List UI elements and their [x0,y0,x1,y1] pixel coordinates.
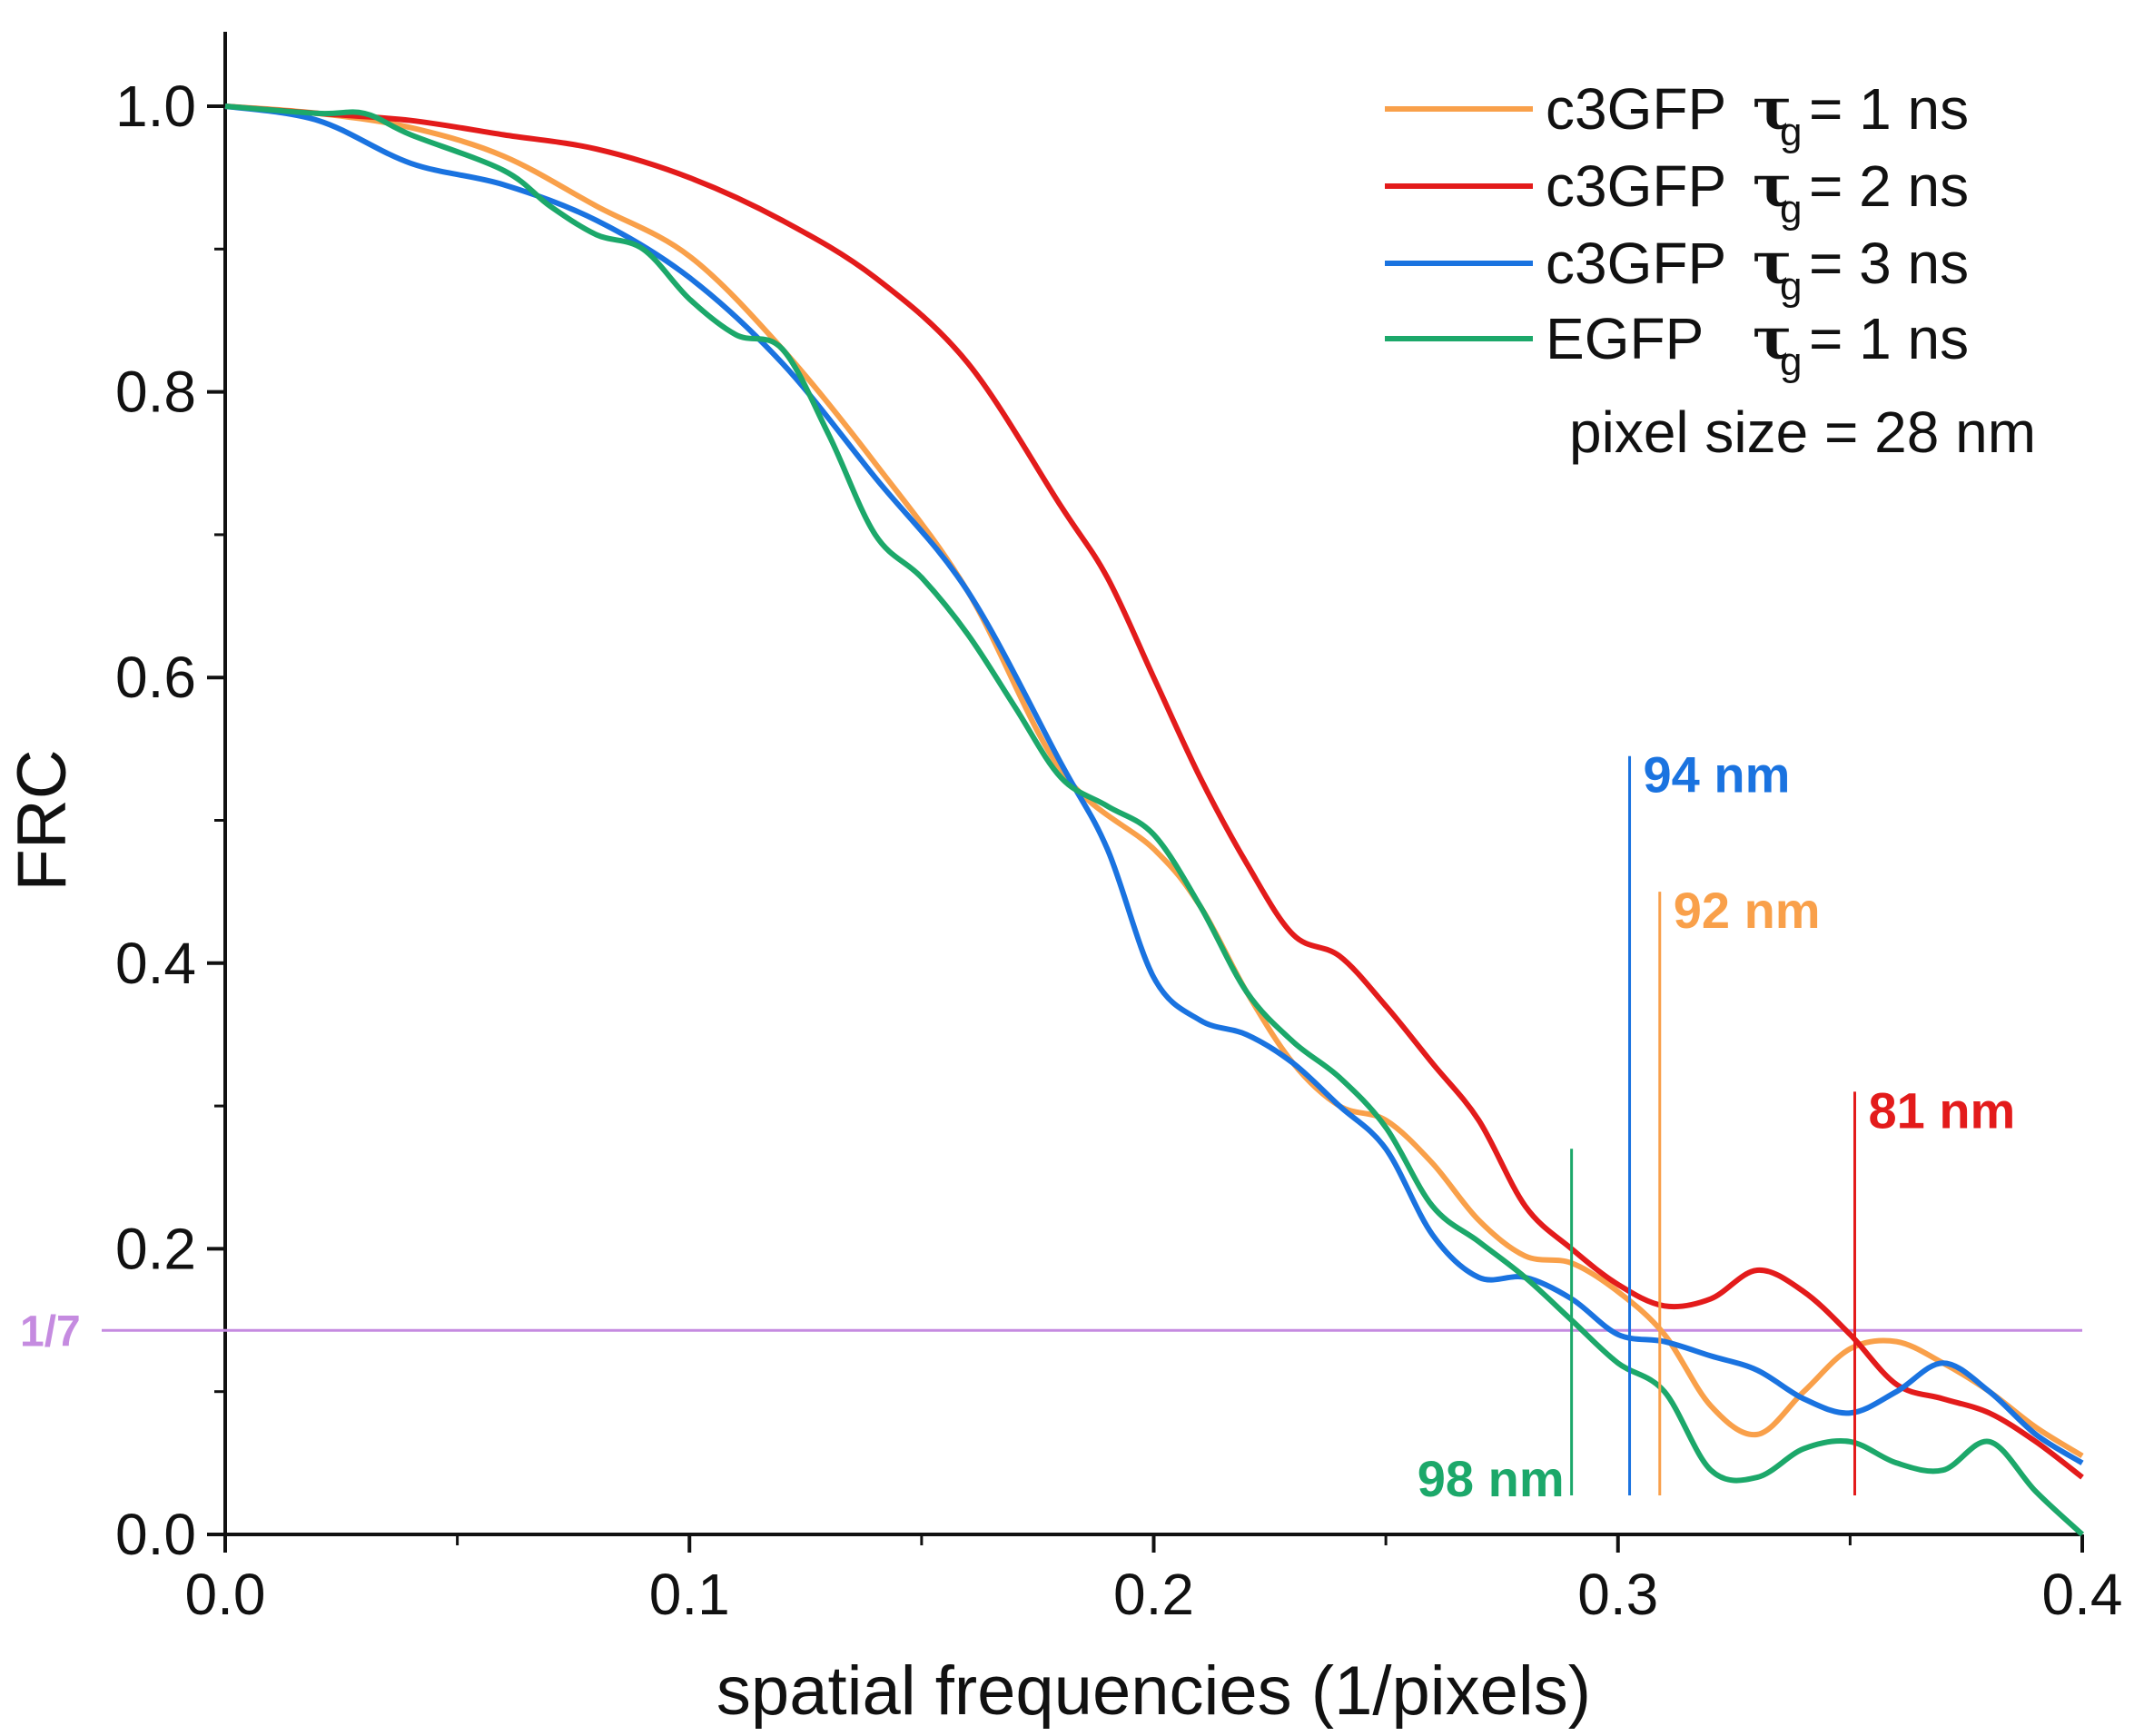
resolution-label: 94 nm [1644,746,1791,804]
y-tick-label: 0.0 [115,1502,196,1567]
y-tick-label: 0.4 [115,931,196,996]
legend-series-name: c3GFP [1546,153,1726,219]
legend-tau-subscript: g [1780,340,1802,384]
y-axis-label: FRC [4,749,81,891]
series-c3gfp-3ns-line [224,104,2084,1465]
resolution-label: 92 nm [1674,882,1821,939]
x-tick-label: 0.4 [2042,1562,2123,1627]
x-tick-label: 0.1 [649,1562,730,1627]
legend-tau-symbol: τ [1753,153,1792,221]
threshold-label: 1/7 [20,1307,81,1356]
series-egfp-1ns-line [224,104,2085,1537]
legend-tau-subscript: g [1780,264,1802,309]
x-tick-label: 0.2 [1113,1562,1194,1627]
legend-tau-subscript: g [1780,187,1802,232]
series-c3gfp-2ns-line [224,104,2084,1480]
resolution-label: 98 nm [1418,1450,1565,1507]
legend-tau-symbol: τ [1753,305,1792,373]
legend-tau-symbol: τ [1753,230,1792,298]
pixel-size-note: pixel size = 28 nm [1569,399,2036,465]
resolution-label: 81 nm [1868,1081,2015,1139]
axes: 0.0 0.2 0.4 0.6 0.8 1.0 0.0 0.1 0.2 0.3 0.4 [115,32,2122,1627]
threshold-layer: 1/7 [20,1307,2082,1356]
y-tick-label: 0.8 [115,360,196,425]
legend-tau-value: = 1 ns [1809,76,1969,142]
legend-tau-value: = 3 ns [1809,231,1969,296]
series-c3gfp-1ns-line [224,104,2084,1459]
series-layer [224,104,2085,1537]
x-axis-label: spatial frequencies (1/pixels) [716,1652,1591,1730]
legend-tau-symbol: τ [1753,75,1792,143]
legend-series-name: EGFP [1546,306,1704,371]
x-tick-label: 0.0 [185,1562,266,1627]
y-tick-label: 1.0 [115,74,196,139]
y-tick-label: 0.2 [115,1216,196,1281]
y-tick-label: 0.6 [115,645,196,710]
legend-tau-value: = 2 ns [1809,153,1969,219]
legend-tau-subscript: g [1780,110,1802,154]
legend-tau-value: = 1 ns [1809,306,1969,371]
annotation-layer: 94 nm 92 nm 81 nm 98 nm [1418,746,2016,1507]
x-tick-label: 0.3 [1577,1562,1658,1627]
legend-series-name: c3GFP [1546,231,1726,296]
legend-series-name: c3GFP [1546,76,1726,142]
